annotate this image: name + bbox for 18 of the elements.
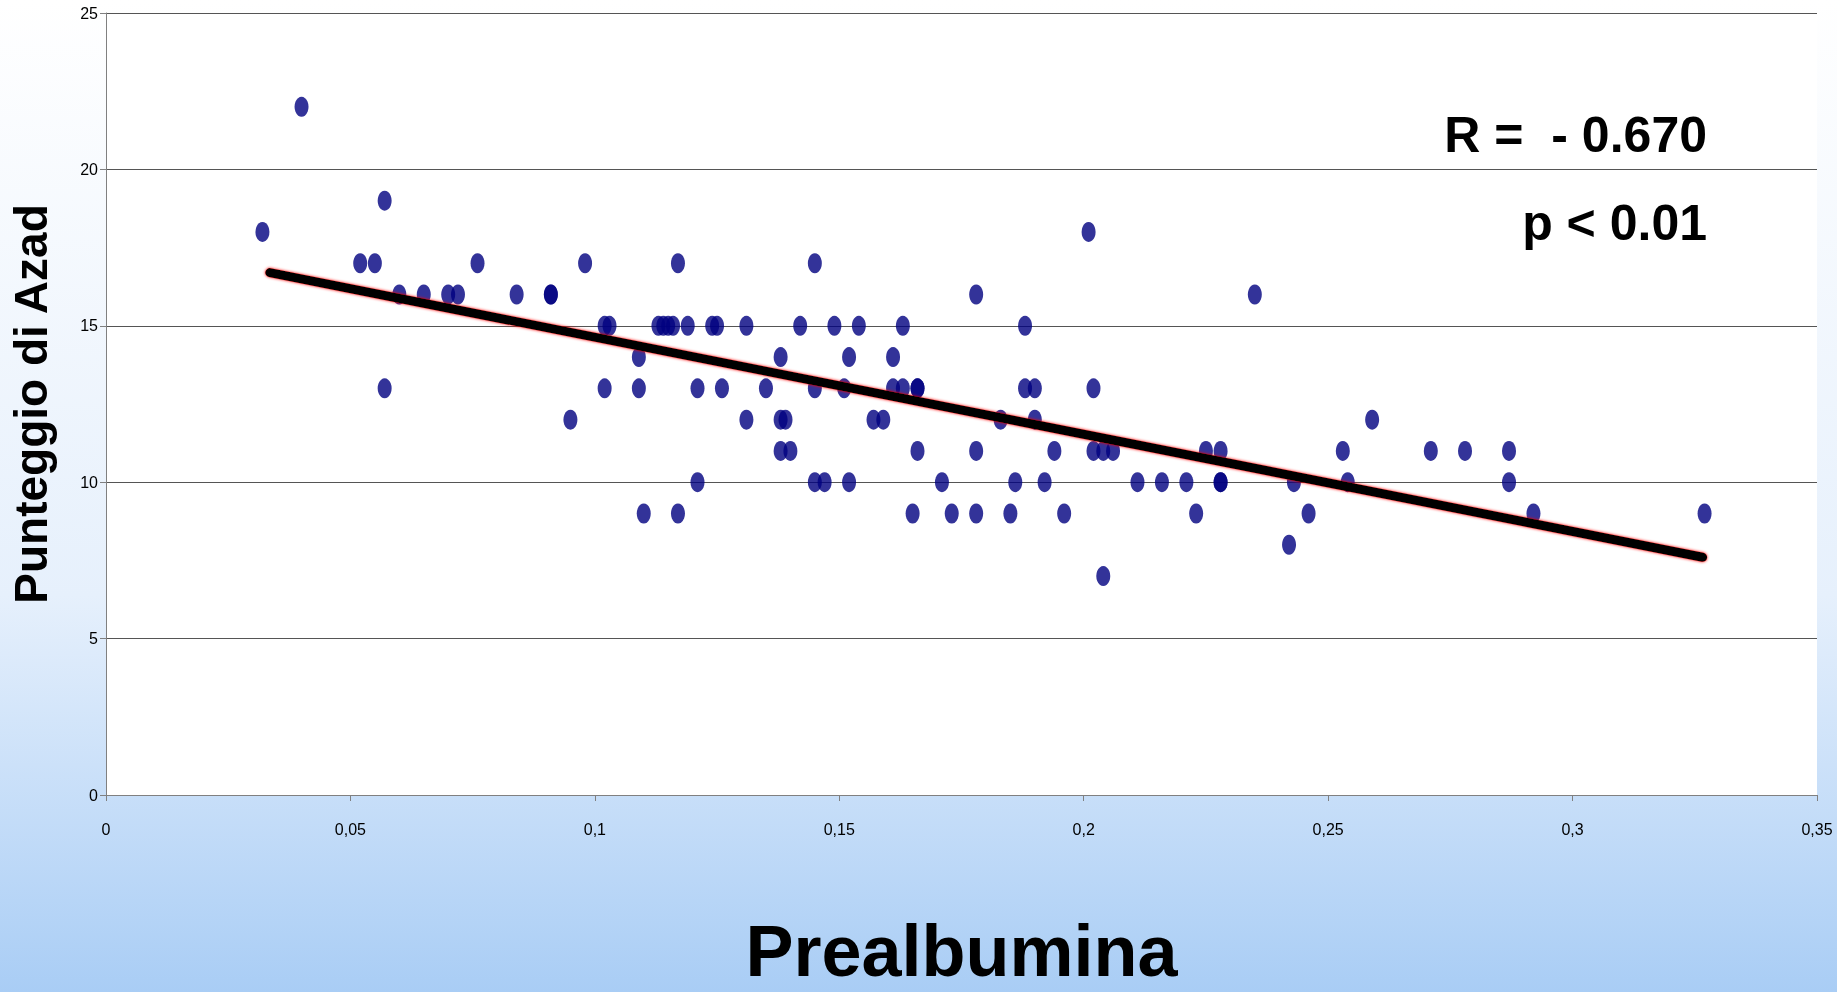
x-tick-label: 0,35 xyxy=(1801,820,1833,838)
y-tick-label: 25 xyxy=(80,4,99,22)
y-tick-label: 20 xyxy=(80,160,99,178)
y-tick-label: 0 xyxy=(89,786,99,804)
x-tick-label: 0,1 xyxy=(583,820,607,838)
annotation: p < 0.01 xyxy=(1522,195,1707,251)
x-tick-label: 0,3 xyxy=(1561,820,1584,838)
y-axis-title: Punteggio di Azad xyxy=(5,204,57,604)
x-tick-label: 0,05 xyxy=(334,820,367,838)
x-axis-title: Prealbumina xyxy=(745,911,1179,991)
x-tick-label: 0,15 xyxy=(823,820,855,838)
x-tick-label: 0,25 xyxy=(1312,820,1344,838)
y-tick-label: 10 xyxy=(80,473,99,491)
x-tick-label: 0,2 xyxy=(1072,820,1095,838)
x-tick-label: 0 xyxy=(101,820,111,838)
annotation: R = - 0.670 xyxy=(1444,107,1707,163)
y-tick-label: 15 xyxy=(80,317,99,335)
y-tick-label: 5 xyxy=(89,630,99,648)
